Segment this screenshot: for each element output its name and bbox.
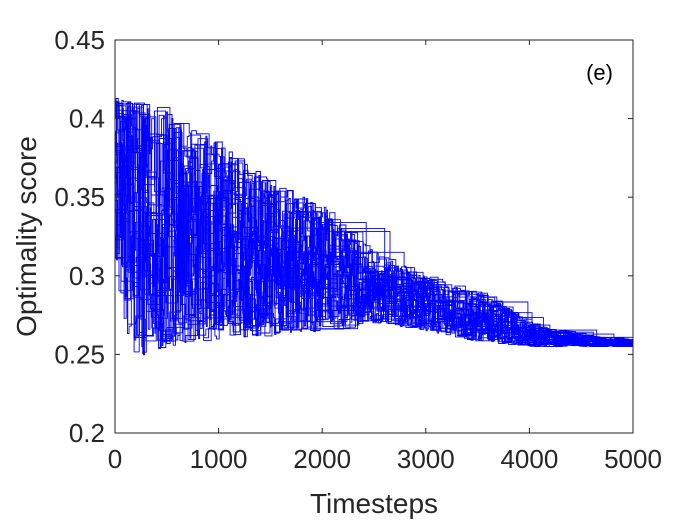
series-line-2 <box>115 106 633 346</box>
panel-label: (e) <box>586 60 613 85</box>
series-line-18 <box>115 106 633 346</box>
x-tick-label: 2000 <box>293 444 351 474</box>
y-tick-label: 0.35 <box>54 182 105 212</box>
series-line-28 <box>115 102 633 347</box>
y-tick-label: 0.4 <box>69 104 105 134</box>
series-line-30 <box>115 103 633 347</box>
series-line-37 <box>115 129 633 347</box>
y-tick-label: 0.3 <box>69 261 105 291</box>
y-tick-label: 0.25 <box>54 339 105 369</box>
y-tick-label: 0.2 <box>69 418 105 448</box>
series-line-39 <box>115 160 633 348</box>
series-line-40 <box>115 116 633 347</box>
x-tick-label: 5000 <box>604 444 662 474</box>
x-tick-label: 4000 <box>500 444 558 474</box>
plot-area-frame <box>114 39 634 434</box>
series-line-5 <box>115 101 633 347</box>
series-line-34 <box>115 103 633 347</box>
series-line-14 <box>115 100 633 347</box>
x-tick-label: 1000 <box>190 444 248 474</box>
series-line-32 <box>115 104 633 350</box>
series-line-4 <box>115 104 633 347</box>
series-line-21 <box>115 102 633 347</box>
x-tick-label: 3000 <box>397 444 455 474</box>
x-axis-label: Timesteps <box>310 488 438 519</box>
series-line-29 <box>115 105 633 347</box>
y-tick-label: 0.45 <box>54 25 105 55</box>
series-line-15 <box>115 100 633 347</box>
series-line-36 <box>115 102 633 347</box>
y-axis-label: Optimality score <box>11 136 42 337</box>
series-line-26 <box>115 107 633 347</box>
series-line-17 <box>115 105 633 347</box>
x-tick-label: 0 <box>108 444 122 474</box>
